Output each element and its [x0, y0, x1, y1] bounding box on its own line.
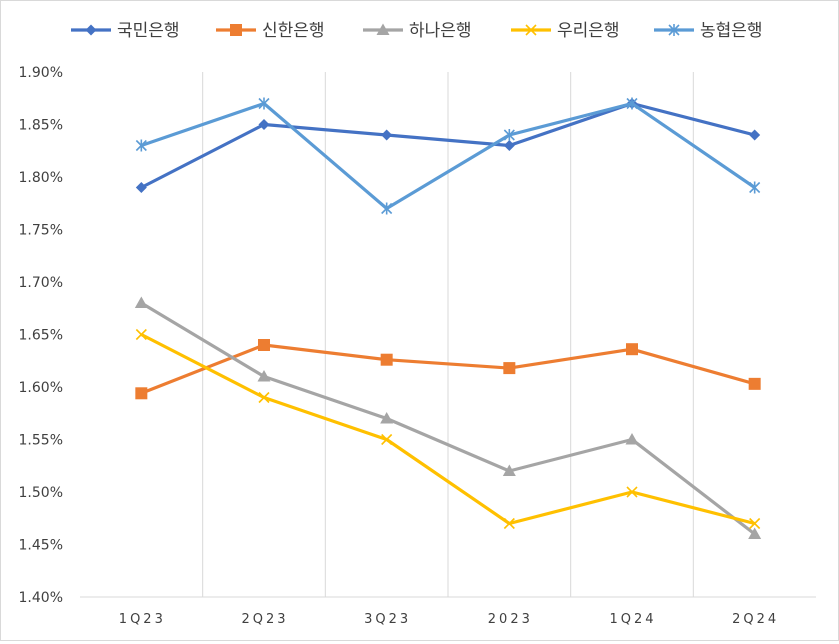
series-star [135, 97, 761, 215]
legend-label: 하나은행 [409, 21, 472, 41]
y-tick-label: 1.50% [19, 485, 63, 501]
data-point [135, 139, 147, 152]
y-tick-label: 1.75% [19, 223, 63, 239]
legend-item: 국민은행 [71, 21, 180, 41]
legend-item: 우리은행 [511, 21, 620, 41]
data-point [749, 181, 761, 194]
legend-item: 하나은행 [363, 21, 472, 41]
series-line [140, 101, 756, 189]
x-tick-label: 2023 [488, 612, 533, 627]
data-point [135, 387, 148, 400]
data-point [668, 24, 680, 36]
legend-label: 신한은행 [262, 21, 325, 41]
data-point [625, 433, 639, 445]
data-point [626, 486, 638, 498]
x-tick-label: 2Q23 [241, 612, 288, 627]
data-point [135, 328, 147, 341]
x-tick-label: 2Q24 [732, 612, 779, 627]
y-tick-label: 1.70% [19, 275, 63, 291]
y-tick-label: 1.60% [19, 380, 63, 396]
y-tick-label: 1.45% [19, 538, 63, 554]
axes: 1.40% 1.45% 1.50% 1.55% 1.60% 1.65% 1.70% 1.75%… [19, 65, 816, 627]
data-point [258, 391, 270, 404]
data-point [503, 140, 515, 151]
data-point [257, 370, 271, 382]
legend-label: 우리은행 [557, 21, 620, 41]
x-tick-label: 1Q23 [119, 612, 166, 627]
data-point [626, 343, 638, 356]
y-tick-label: 1.40% [19, 590, 63, 606]
data-point [258, 97, 270, 110]
legend: 국민은행 신한은행 하나은행 우리은행 농협은행 [71, 21, 763, 41]
data-point [134, 296, 148, 308]
data-point [85, 24, 97, 36]
data-point [748, 377, 761, 390]
series-line [140, 343, 756, 395]
data-point [258, 119, 270, 130]
y-tick-label: 1.65% [19, 328, 63, 344]
data-point [748, 527, 762, 539]
data-point [503, 517, 515, 530]
data-point [381, 129, 393, 141]
data-point [503, 129, 515, 141]
gridlines [202, 72, 694, 597]
data-point [381, 202, 393, 215]
x-tick-label: 3Q23 [364, 612, 411, 627]
y-tick-label: 1.55% [19, 433, 63, 449]
data-point [502, 464, 516, 476]
series-line [140, 333, 756, 526]
y-tick-label: 1.90% [19, 65, 63, 81]
data-point [230, 24, 242, 36]
series-triangle [134, 296, 762, 539]
legend-label: 농협은행 [700, 21, 763, 41]
series-line [140, 101, 756, 211]
series-diamond [135, 98, 761, 193]
data-point [525, 24, 537, 36]
data-point [380, 412, 394, 424]
series-line [140, 301, 756, 536]
legend-item: 신한은행 [216, 21, 325, 41]
series-square [135, 339, 761, 400]
data-point [749, 129, 761, 141]
series-x [135, 328, 761, 530]
legend-item: 농협은행 [654, 21, 763, 41]
y-tick-label: 1.85% [19, 118, 63, 134]
data-point [376, 23, 390, 35]
series-lines [134, 97, 762, 539]
data-point [381, 433, 393, 446]
data-point [135, 182, 147, 193]
x-tick-label: 1Q24 [609, 612, 656, 627]
data-point [626, 97, 638, 110]
data-point [749, 517, 761, 530]
data-point [503, 362, 516, 375]
legend-label: 국민은행 [117, 21, 180, 41]
data-point [380, 353, 393, 366]
y-tick-label: 1.80% [19, 170, 63, 186]
data-point [258, 339, 270, 351]
